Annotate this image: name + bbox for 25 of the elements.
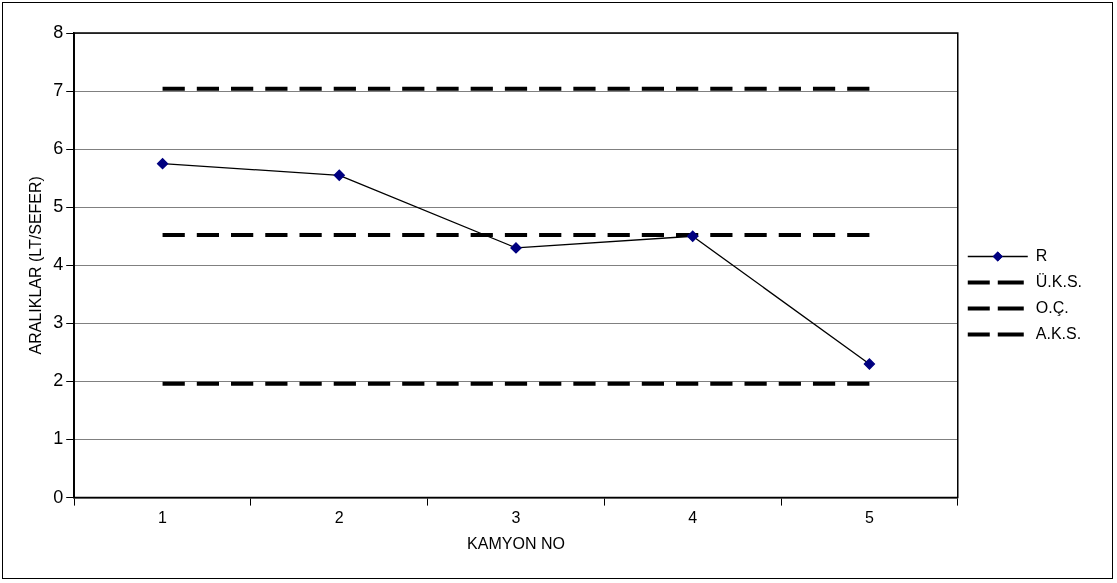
x-tick-label: 1	[158, 508, 168, 526]
point	[687, 230, 699, 242]
point	[510, 242, 522, 254]
y-tick-label: 4	[53, 254, 64, 275]
legend-label: O.Ç.	[1035, 298, 1069, 316]
x-tick-label: 4	[688, 508, 698, 526]
point	[333, 169, 345, 181]
y-tick-label: 8	[53, 21, 64, 42]
point	[156, 158, 169, 170]
x-tick-label: 2	[334, 508, 344, 526]
y-tick-label: 1	[53, 428, 64, 449]
y-axis-title: ARALIKLAR (LT/SEFER)	[27, 176, 45, 355]
legend-label: A.K.S.	[1035, 324, 1082, 342]
y-tick-label: 3	[53, 312, 64, 333]
y-tick-label: 7	[53, 80, 64, 101]
point	[863, 358, 876, 370]
y-tick-label: 6	[53, 138, 64, 159]
x-axis-title: KAMYON NO	[467, 534, 565, 552]
x-tick-label: 3	[511, 508, 521, 526]
legend-label: R	[1035, 246, 1048, 264]
y-tick-label: 5	[53, 196, 64, 217]
x-tick-label: 5	[864, 508, 874, 526]
legend-label: Ü.K.S.	[1035, 272, 1082, 290]
y-tick-label: 0	[53, 486, 64, 507]
y-tick-label: 2	[53, 370, 64, 391]
